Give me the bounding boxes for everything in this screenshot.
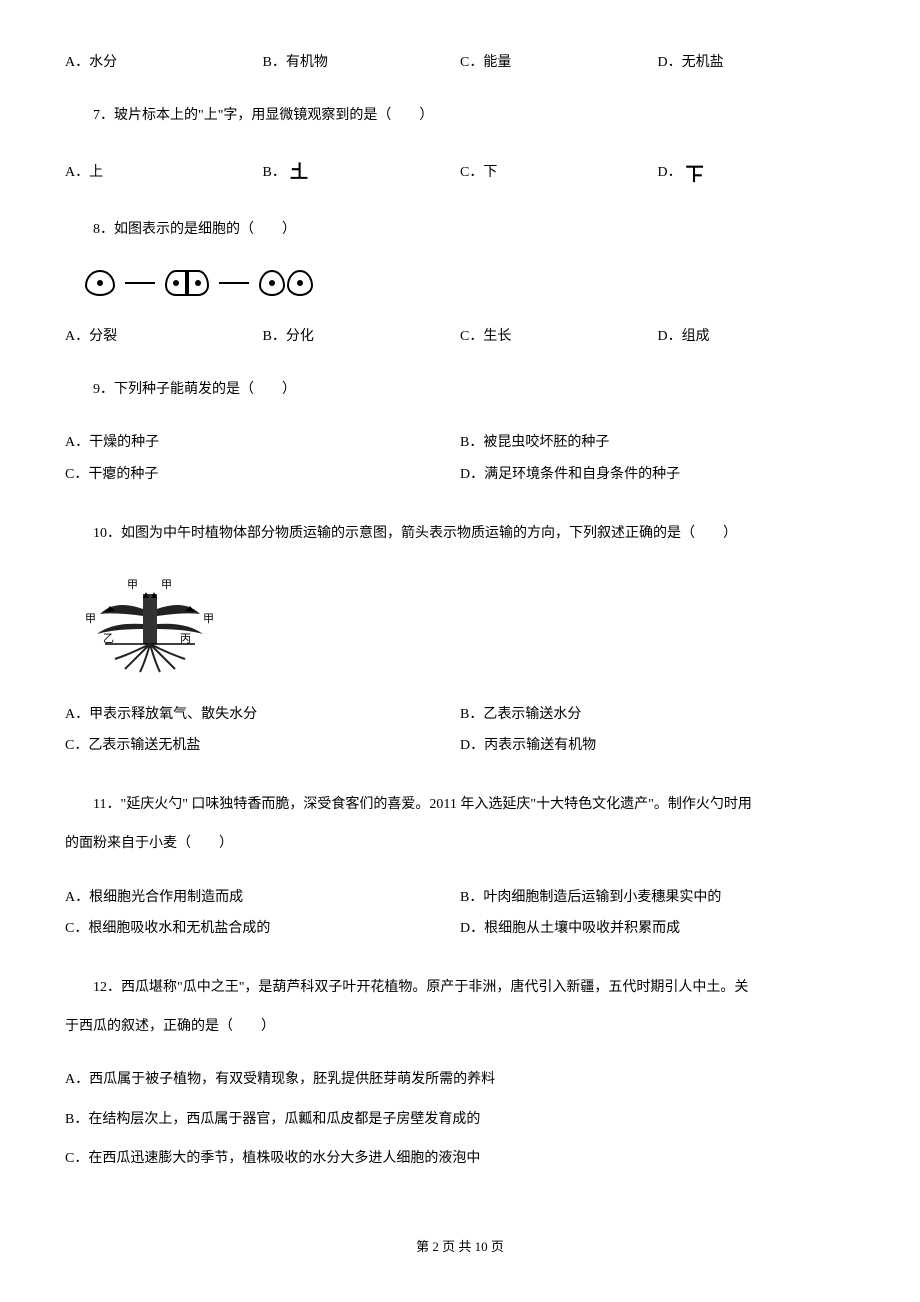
q11-text-2: 的面粉来自于小麦（ ） xyxy=(65,831,855,856)
option-text: A．干燥的种子 xyxy=(65,430,159,455)
option-text: C．下 xyxy=(460,160,497,185)
q6-option-a: A．水分 xyxy=(65,50,263,75)
q8-option-d: D．组成 xyxy=(658,324,856,349)
q7-option-b: B． 上 xyxy=(263,156,461,188)
q10-option-d: D．丙表示输送有机物 xyxy=(460,733,855,758)
label-jia: 甲 xyxy=(127,576,138,596)
arrow-icon xyxy=(219,282,249,284)
option-text: D．无机盐 xyxy=(658,50,724,75)
q8-option-b: B．分化 xyxy=(263,324,461,349)
q9-option-d: D．满足环境条件和自身条件的种子 xyxy=(460,462,855,487)
page-footer: 第 2 页 共 10 页 xyxy=(65,1235,855,1258)
q12-option-b: B．在结构层次上，西瓜属于器官，瓜瓤和瓜皮都是子房壁发育成的 xyxy=(65,1107,855,1132)
cell-stage-3 xyxy=(259,270,313,296)
option-text: B．乙表示输送水分 xyxy=(460,702,581,727)
q9-text: 9．下列种子能萌发的是（ ） xyxy=(65,377,855,402)
q6-option-d: D．无机盐 xyxy=(658,50,856,75)
q10-option-c: C．乙表示输送无机盐 xyxy=(65,733,460,758)
cell-stage-2 xyxy=(165,270,209,296)
option-text: C．生长 xyxy=(460,324,511,349)
option-text: B．分化 xyxy=(263,324,314,349)
option-text: D．组成 xyxy=(658,324,710,349)
option-text: C．乙表示输送无机盐 xyxy=(65,733,200,758)
q9-option-a: A．干燥的种子 xyxy=(65,430,460,455)
cell-stage-1 xyxy=(85,270,115,296)
glyph-mirrored: 上 xyxy=(290,156,308,188)
option-text: C．能量 xyxy=(460,50,511,75)
q7-text: 7．玻片标本上的"上"字，用显微镜观察到的是（ ） xyxy=(65,103,855,128)
q10-option-b: B．乙表示输送水分 xyxy=(460,702,855,727)
option-text: A．上 xyxy=(65,160,103,185)
option-text: C．干瘪的种子 xyxy=(65,462,158,487)
q10-options: A．甲表示释放氧气、散失水分 B．乙表示输送水分 C．乙表示输送无机盐 D．丙表… xyxy=(65,702,855,764)
q11-option-a: A．根细胞光合作用制造而成 xyxy=(65,885,460,910)
q10-text: 10．如图为中午时植物体部分物质运输的示意图，箭头表示物质运输的方向，下列叙述正… xyxy=(65,521,855,546)
q8-options: A．分裂 B．分化 C．生长 D．组成 xyxy=(65,324,855,349)
option-text: D．满足环境条件和自身条件的种子 xyxy=(460,462,680,487)
label-bing: 丙 xyxy=(180,630,191,650)
cell-division-diagram xyxy=(85,270,855,296)
q12-option-c: C．在西瓜迅速膨大的季节，植株吸收的水分大多进人细胞的液泡中 xyxy=(65,1146,855,1171)
glyph-rotated: 上 xyxy=(686,156,704,188)
q11-options: A．根细胞光合作用制造而成 B．叶肉细胞制造后运输到小麦穗果实中的 C．根细胞吸… xyxy=(65,885,855,947)
option-text: A．分裂 xyxy=(65,324,117,349)
q12-text-1: 12．西瓜堪称"瓜中之王"，是葫芦科双子叶开花植物。原产于非洲，唐代引入新疆，五… xyxy=(65,975,855,1000)
option-text: B．有机物 xyxy=(263,50,328,75)
q6-options: A．水分 B．有机物 C．能量 D．无机盐 xyxy=(65,50,855,75)
label-jia: 甲 xyxy=(203,610,214,630)
option-text: B．叶肉细胞制造后运输到小麦穗果实中的 xyxy=(460,885,721,910)
q6-option-c: C．能量 xyxy=(460,50,658,75)
q9-option-c: C．干瘪的种子 xyxy=(65,462,460,487)
arrow-icon xyxy=(125,282,155,284)
option-text: B．被昆虫咬坏胚的种子 xyxy=(460,430,609,455)
q9-options: A．干燥的种子 B．被昆虫咬坏胚的种子 C．干瘪的种子 D．满足环境条件和自身条… xyxy=(65,430,855,492)
plant-transport-diagram: 甲 甲 甲 甲 乙 丙 xyxy=(85,574,215,674)
q12-option-a: A．西瓜属于被子植物，有双受精现象，胚乳提供胚芽萌发所需的养料 xyxy=(65,1067,855,1092)
label-jia: 甲 xyxy=(161,576,172,596)
option-text: A．甲表示释放氧气、散失水分 xyxy=(65,702,257,727)
label-yi: 乙 xyxy=(103,630,114,650)
plant-svg-icon xyxy=(85,574,215,674)
option-text: A．根细胞光合作用制造而成 xyxy=(65,885,243,910)
option-text: C．在西瓜迅速膨大的季节，植株吸收的水分大多进人细胞的液泡中 xyxy=(65,1146,480,1171)
option-text: D．丙表示输送有机物 xyxy=(460,733,596,758)
option-text: D．根细胞从土壤中吸收并积累而成 xyxy=(460,916,680,941)
q11-option-c: C．根细胞吸收水和无机盐合成的 xyxy=(65,916,460,941)
q8-text: 8．如图表示的是细胞的（ ） xyxy=(65,217,855,242)
option-prefix: B． xyxy=(263,160,286,185)
option-text: C．根细胞吸收水和无机盐合成的 xyxy=(65,916,270,941)
q7-options: A．上 B． 上 C．下 D． 上 xyxy=(65,156,855,188)
option-text: B．在结构层次上，西瓜属于器官，瓜瓤和瓜皮都是子房壁发育成的 xyxy=(65,1107,480,1132)
option-text: A．西瓜属于被子植物，有双受精现象，胚乳提供胚芽萌发所需的养料 xyxy=(65,1067,495,1092)
q7-option-c: C．下 xyxy=(460,156,658,188)
q11-text-1: 11．"延庆火勺" 口味独特香而脆，深受食客们的喜爱。2011 年入选延庆"十大… xyxy=(65,792,855,817)
label-jia: 甲 xyxy=(85,610,96,630)
option-text: A．水分 xyxy=(65,50,117,75)
q8-option-a: A．分裂 xyxy=(65,324,263,349)
q12-options: A．西瓜属于被子植物，有双受精现象，胚乳提供胚芽萌发所需的养料 B．在结构层次上… xyxy=(65,1067,855,1185)
q10-option-a: A．甲表示释放氧气、散失水分 xyxy=(65,702,460,727)
q6-option-b: B．有机物 xyxy=(263,50,461,75)
q7-option-a: A．上 xyxy=(65,156,263,188)
option-prefix: D． xyxy=(658,160,682,185)
q11-option-d: D．根细胞从土壤中吸收并积累而成 xyxy=(460,916,855,941)
q9-option-b: B．被昆虫咬坏胚的种子 xyxy=(460,430,855,455)
q11-option-b: B．叶肉细胞制造后运输到小麦穗果实中的 xyxy=(460,885,855,910)
q7-option-d: D． 上 xyxy=(658,156,856,188)
q12-text-2: 于西瓜的叙述，正确的是（ ） xyxy=(65,1014,855,1039)
q8-option-c: C．生长 xyxy=(460,324,658,349)
